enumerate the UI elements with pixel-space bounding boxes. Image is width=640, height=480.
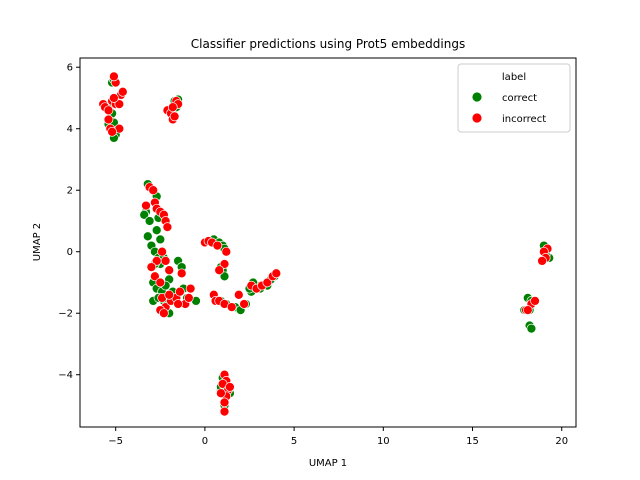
point-incorrect (530, 296, 540, 306)
point-incorrect (167, 102, 178, 113)
point-incorrect (185, 283, 196, 294)
legend-box (457, 63, 571, 133)
y-tick-label: 6 (67, 63, 73, 74)
point-incorrect (151, 256, 162, 266)
point-incorrect (117, 86, 128, 97)
plot-area-frame (79, 57, 577, 428)
point-incorrect (225, 382, 235, 392)
point-incorrect (141, 200, 151, 211)
point-incorrect (219, 259, 230, 269)
point-incorrect (522, 305, 533, 315)
point-incorrect (164, 289, 175, 300)
point-incorrect (103, 105, 114, 116)
point-incorrect (169, 111, 180, 122)
point-incorrect (107, 126, 117, 137)
point-incorrect (233, 289, 244, 300)
x-tick-label: −5 (108, 436, 123, 447)
point-incorrect (214, 265, 225, 276)
point-incorrect (146, 262, 157, 272)
point-incorrect (162, 222, 173, 232)
point-incorrect (537, 256, 547, 266)
point-incorrect (226, 302, 237, 312)
x-tick-label: 5 (291, 436, 297, 447)
chart-title: Classifier predictions using Prot5 embed… (191, 37, 465, 51)
point-incorrect (103, 114, 114, 125)
point-incorrect (176, 268, 187, 279)
point-correct (142, 231, 153, 242)
y-tick-label: −4 (58, 370, 73, 381)
point-incorrect (239, 299, 249, 309)
point-incorrect (114, 99, 125, 109)
point-incorrect (219, 406, 230, 417)
point-incorrect (219, 397, 230, 408)
point-incorrect (150, 271, 160, 282)
point-incorrect (109, 93, 119, 103)
legend-swatch-correct (471, 91, 483, 103)
legend-label-incorrect: incorrect (502, 114, 546, 125)
point-incorrect (212, 240, 223, 251)
point-incorrect (109, 71, 119, 82)
x-tick-label: 15 (466, 436, 479, 447)
point-correct (526, 323, 537, 334)
data-points (98, 71, 555, 417)
x-tick-label: 0 (202, 436, 208, 447)
point-incorrect (221, 246, 232, 257)
legend: label correct incorrect (457, 63, 571, 133)
legend-swatch-incorrect (471, 112, 483, 124)
y-axis-label: UMAP 2 (32, 223, 43, 261)
point-correct (139, 209, 150, 220)
x-axis-ticks: −5 0 5 10 15 20 (108, 427, 568, 447)
point-incorrect (160, 256, 171, 266)
y-axis-ticks: −4 −2 0 2 4 6 (58, 63, 80, 381)
legend-label-correct: correct (502, 93, 537, 104)
point-correct (144, 216, 155, 226)
point-incorrect (216, 388, 226, 399)
point-incorrect (157, 246, 167, 257)
point-incorrect (183, 293, 194, 303)
point-incorrect (175, 286, 185, 297)
point-incorrect (173, 299, 183, 309)
point-incorrect (148, 185, 159, 196)
point-correct (151, 225, 162, 236)
y-tick-label: 0 (67, 247, 73, 258)
point-correct (155, 234, 166, 245)
point-incorrect (155, 277, 166, 288)
point-correct (219, 271, 230, 282)
y-tick-label: 4 (67, 124, 73, 135)
legend-title: label (502, 72, 526, 83)
x-tick-label: 10 (377, 436, 390, 447)
y-tick-label: 2 (67, 186, 73, 197)
point-incorrect (164, 265, 175, 276)
x-tick-label: 20 (555, 436, 568, 447)
point-incorrect (159, 308, 169, 319)
x-axis-label: UMAP 1 (309, 458, 347, 469)
y-tick-label: −2 (58, 309, 73, 320)
point-incorrect (271, 268, 282, 279)
point-incorrect (262, 277, 273, 288)
